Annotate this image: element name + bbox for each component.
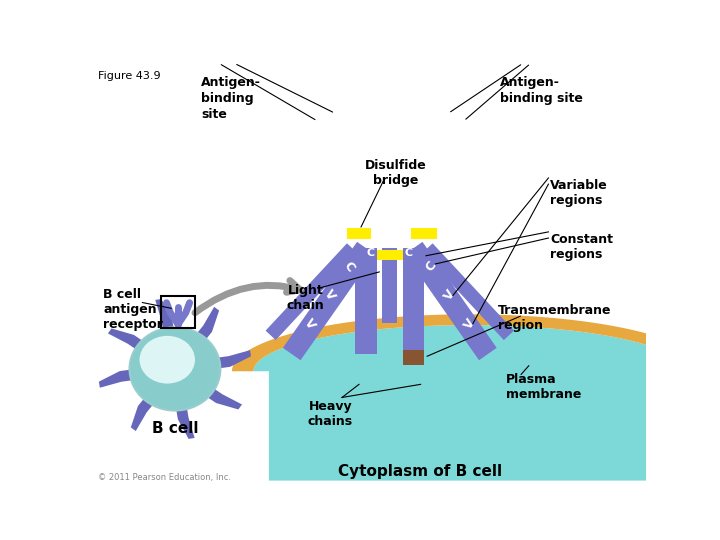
Polygon shape (253, 325, 685, 481)
Text: C: C (423, 259, 438, 274)
Polygon shape (206, 388, 242, 409)
Text: Antigen-
binding
site: Antigen- binding site (201, 76, 261, 122)
Polygon shape (108, 328, 144, 350)
Polygon shape (283, 242, 374, 360)
Polygon shape (196, 307, 219, 341)
Text: Variable
regions: Variable regions (550, 179, 608, 207)
Text: C: C (405, 248, 413, 258)
Text: Disulfide
bridge: Disulfide bridge (365, 159, 427, 187)
Polygon shape (403, 350, 425, 365)
Text: © 2011 Pearson Education, Inc.: © 2011 Pearson Education, Inc. (98, 473, 231, 482)
Text: Transmembrane
region: Transmembrane region (498, 303, 612, 332)
Polygon shape (156, 299, 174, 332)
Polygon shape (403, 248, 425, 354)
Polygon shape (348, 228, 372, 239)
Polygon shape (355, 248, 377, 354)
Text: B cell
antigen
receptor: B cell antigen receptor (104, 288, 163, 331)
Polygon shape (131, 397, 154, 431)
Text: C: C (341, 259, 357, 274)
FancyArrowPatch shape (195, 281, 300, 313)
Text: V: V (302, 316, 318, 332)
Text: Light
chain: Light chain (287, 284, 325, 312)
Text: Antigen-
binding site: Antigen- binding site (500, 76, 582, 105)
Polygon shape (232, 314, 706, 372)
Polygon shape (266, 244, 357, 340)
Polygon shape (176, 406, 194, 439)
Ellipse shape (140, 336, 195, 383)
Polygon shape (382, 248, 397, 323)
Text: V: V (442, 288, 458, 303)
Text: Constant
regions: Constant regions (550, 233, 613, 261)
Text: V: V (462, 316, 478, 332)
Text: Figure 43.9: Figure 43.9 (98, 71, 161, 81)
Text: Plasma
membrane: Plasma membrane (506, 373, 582, 401)
Ellipse shape (130, 327, 220, 410)
Polygon shape (99, 369, 134, 388)
Polygon shape (411, 228, 437, 239)
Text: C: C (366, 248, 374, 258)
Text: B cell: B cell (152, 421, 198, 436)
Polygon shape (216, 350, 251, 368)
Text: Cytoplasm of B cell: Cytoplasm of B cell (338, 464, 503, 478)
Polygon shape (405, 242, 497, 360)
Polygon shape (423, 244, 514, 340)
Polygon shape (377, 251, 403, 260)
Text: Heavy
chains: Heavy chains (308, 400, 353, 428)
Text: V: V (322, 288, 338, 303)
Bar (161, 296, 195, 328)
